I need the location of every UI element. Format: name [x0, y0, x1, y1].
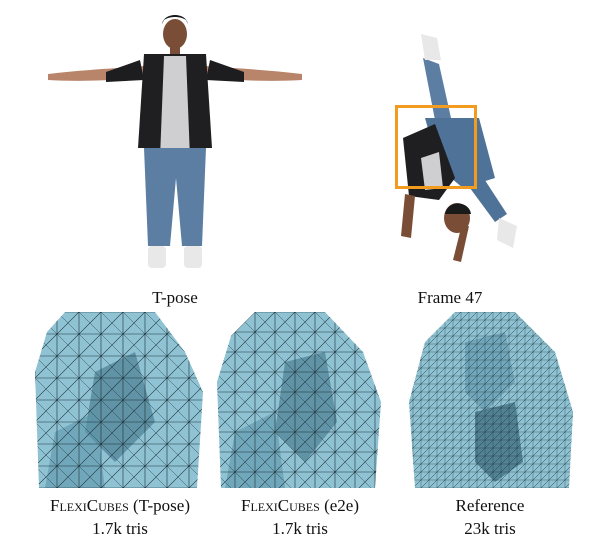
frame47-figure: [385, 28, 535, 276]
mesh-flexicubes-e2e: [215, 312, 385, 488]
count-flexicubes-e2e: 1.7k tris: [272, 519, 328, 538]
count-flexicubes-tpose: 1.7k tris: [92, 519, 148, 538]
tpose-caption: T-pose: [152, 288, 198, 307]
caption-method: FlexiCubes: [49, 496, 129, 515]
caption-flexicubes-e2e: FlexiCubes (e2e): [210, 496, 390, 516]
mesh-flexicubes-tpose: [35, 312, 205, 488]
count-reference: 23k tris: [464, 519, 516, 538]
caption-flexicubes-tpose: FlexiCubes (T-pose): [20, 496, 220, 516]
caption-reference: Reference: [410, 496, 570, 516]
caption-variant: Reference: [455, 496, 525, 515]
highlight-box: [395, 105, 477, 189]
caption-method: FlexiCubes: [241, 496, 320, 515]
mesh-reference: [405, 312, 575, 488]
tpose-figure: [40, 8, 310, 276]
caption-variant: (e2e): [319, 496, 359, 515]
frame47-caption: Frame 47: [417, 288, 483, 307]
caption-variant: (T-pose): [128, 496, 190, 515]
